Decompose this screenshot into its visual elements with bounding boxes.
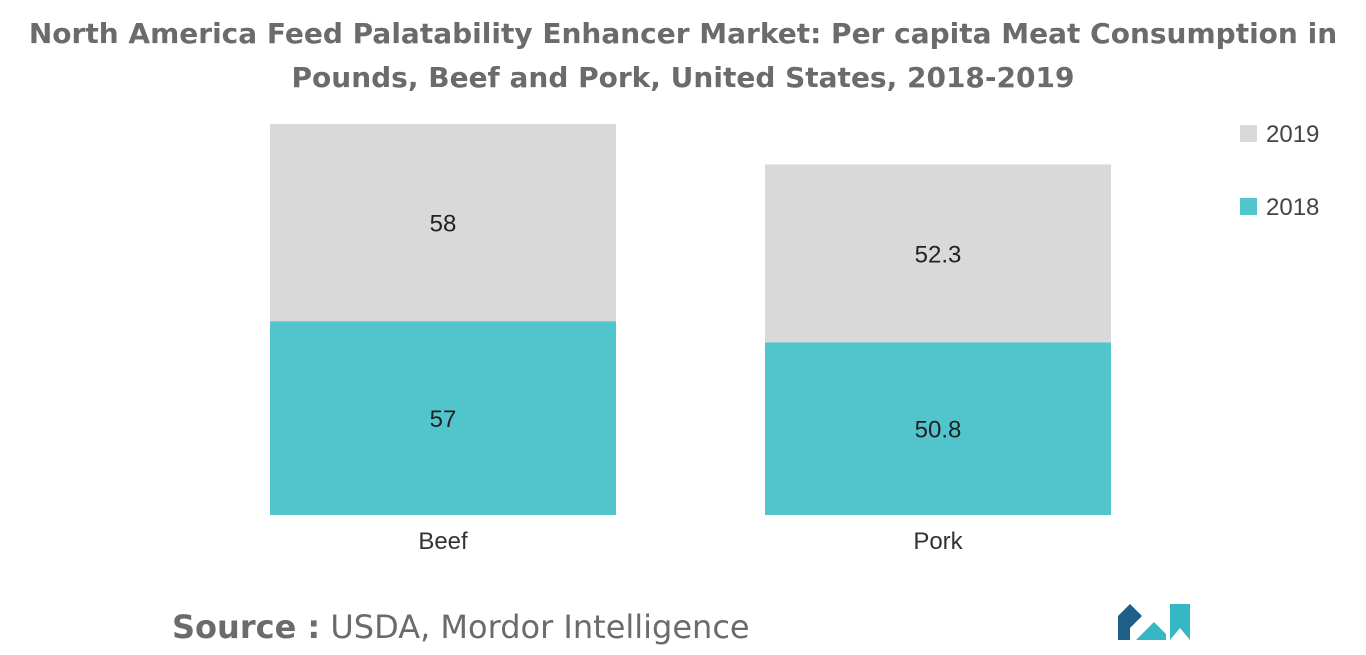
source-line: Source : USDA, Mordor Intelligence <box>172 608 750 646</box>
data-label-beef-2018: 57 <box>430 406 457 433</box>
mordor-intelligence-logo <box>1118 604 1190 640</box>
legend-swatch-2018 <box>1240 198 1257 215</box>
data-label-beef-2019: 58 <box>430 211 457 238</box>
logo-middle-shape <box>1136 622 1166 640</box>
bar-pork-2019 <box>765 164 1111 343</box>
data-label-pork-2018: 50.8 <box>915 417 962 444</box>
x-tick-beef: Beef <box>418 528 468 555</box>
data-label-pork-2019: 52.3 <box>915 241 962 268</box>
legend-swatch-2019 <box>1240 125 1257 142</box>
x-axis-tick-labels: Beef Pork <box>418 528 963 555</box>
value-labels-group: 57 58 50.8 52.3 <box>430 211 962 444</box>
bar-beef-2019 <box>270 124 616 322</box>
logo-left-shape <box>1118 604 1142 640</box>
logo-right-shape <box>1170 604 1190 640</box>
legend: 2019 2018 <box>1240 121 1319 221</box>
source-label: Source : <box>172 608 320 646</box>
x-tick-pork: Pork <box>913 528 963 555</box>
bar-pork-2018 <box>765 342 1111 515</box>
chart-title-line-2: Pounds, Beef and Pork, United States, 20… <box>292 61 1075 94</box>
bars-group <box>270 124 1111 515</box>
legend-label-2018: 2018 <box>1266 194 1319 221</box>
chart-title-line-1: North America Feed Palatability Enhancer… <box>29 17 1337 50</box>
legend-label-2019: 2019 <box>1266 121 1319 148</box>
bar-beef-2018 <box>270 321 616 515</box>
source-text: USDA, Mordor Intelligence <box>320 608 749 646</box>
